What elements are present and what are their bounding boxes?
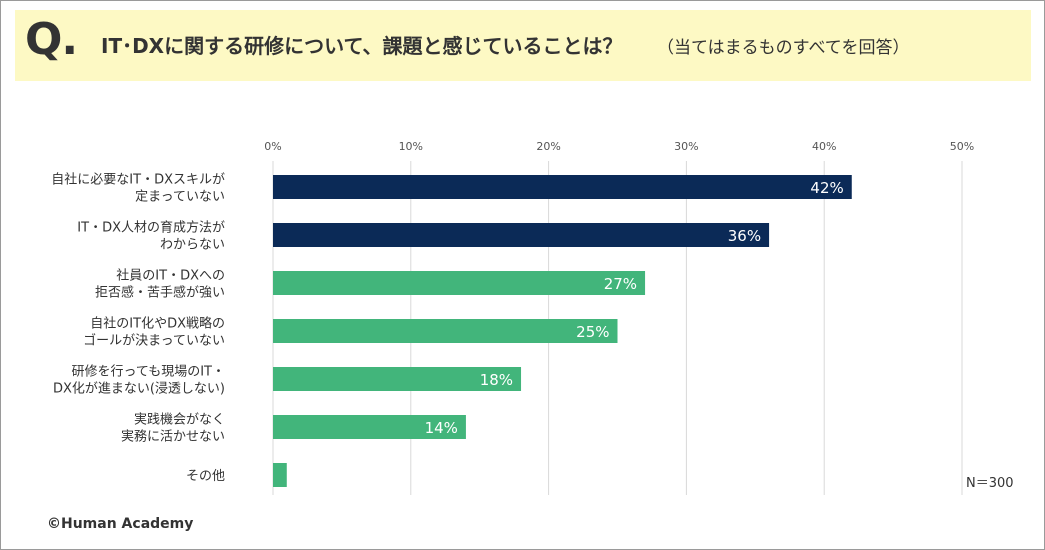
category-label: ゴールが決まっていない <box>83 333 225 349</box>
category-label: IT・DX人材の育成方法が <box>77 220 225 236</box>
category-label: わからない <box>160 238 225 253</box>
data-label: 36% <box>728 227 761 245</box>
category-label: 自社に必要なIT・DXスキルが <box>51 172 225 188</box>
question-note: （当てはまるものすべてを回答） <box>657 38 910 58</box>
bar <box>273 319 618 343</box>
data-label: 25% <box>576 323 609 341</box>
question-title: IT･DXに関する研修について、課題と感じていることは？ <box>101 34 623 58</box>
data-label: 18% <box>480 371 513 389</box>
category-label: 定まっていない <box>135 190 225 205</box>
category-label: その他 <box>186 469 225 484</box>
category-label: DX化が進まない(浸透しない) <box>53 382 225 397</box>
bar <box>273 415 466 439</box>
question-banner <box>15 10 1031 81</box>
x-tick-label: 0% <box>264 140 281 153</box>
data-label: 27% <box>604 275 637 293</box>
category-label: 社員のIT・DXへの <box>116 268 225 284</box>
category-label: 実務に活かせない <box>121 429 225 445</box>
category-label: 拒否感・苦手感が強い <box>95 285 225 301</box>
bar <box>273 463 287 487</box>
bar <box>273 175 852 199</box>
data-label: 14% <box>425 419 458 437</box>
copyright-label: ©Human Academy <box>47 516 194 532</box>
bar <box>273 271 646 295</box>
x-tick-label: 30% <box>674 140 698 153</box>
bar <box>273 223 770 247</box>
x-tick-label: 50% <box>950 140 974 153</box>
x-tick-label: 40% <box>812 140 836 153</box>
sample-size-label: N＝300 <box>966 476 1014 491</box>
data-label: 42% <box>810 179 843 197</box>
category-label: 実践機会がなく <box>134 412 225 428</box>
x-tick-label: 20% <box>536 140 560 153</box>
category-label: 自社のIT化やDX戦略の <box>90 316 225 332</box>
category-label: 研修を行っても現場のIT・ <box>72 365 225 380</box>
question-mark: Q. <box>25 14 78 65</box>
bar <box>273 367 522 391</box>
x-tick-label: 10% <box>399 140 423 153</box>
